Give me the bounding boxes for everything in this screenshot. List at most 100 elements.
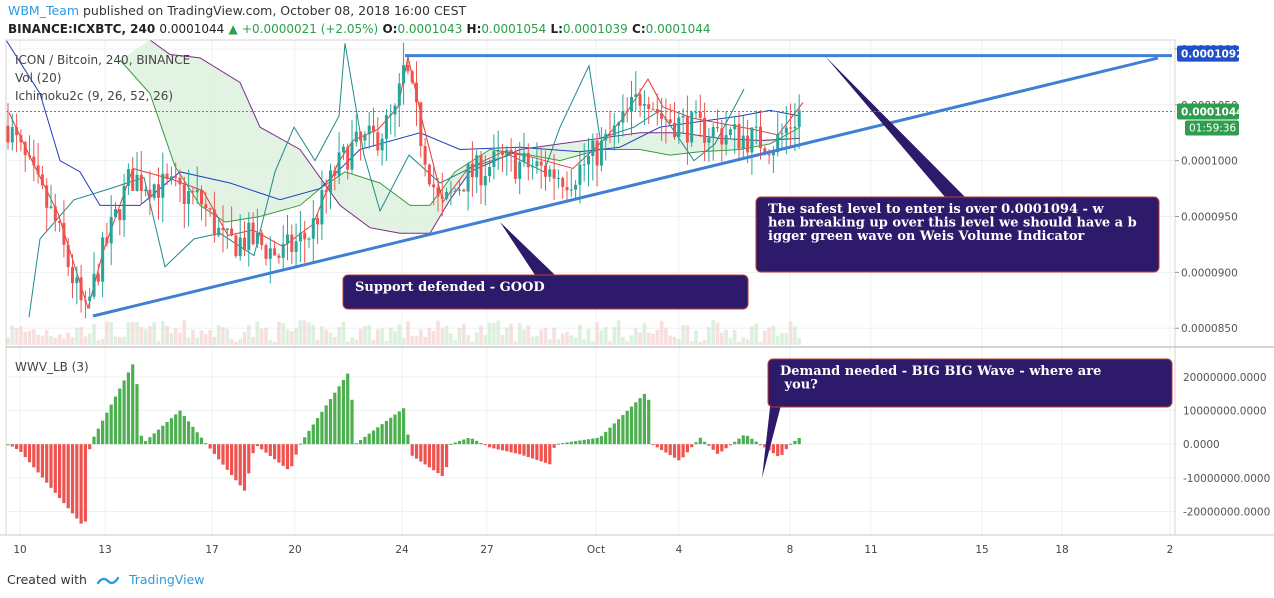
candle-body bbox=[178, 177, 182, 185]
created-with-label: Created with bbox=[7, 572, 87, 587]
wwv-bar bbox=[58, 444, 62, 499]
volume-bar bbox=[582, 339, 586, 345]
wwv-bar bbox=[595, 437, 599, 445]
wwv-bar bbox=[113, 396, 118, 445]
candle-body bbox=[591, 140, 595, 157]
volume-bar bbox=[290, 331, 294, 345]
candle-body bbox=[419, 102, 423, 146]
volume-bar bbox=[634, 328, 638, 345]
volume-bar bbox=[474, 332, 479, 345]
volume-bar bbox=[229, 339, 234, 345]
volume-bar bbox=[195, 337, 199, 345]
volume-bar bbox=[6, 337, 10, 345]
candle-body bbox=[578, 164, 582, 185]
up-arrow-icon: ▲ bbox=[228, 22, 238, 36]
candle-body bbox=[238, 237, 242, 257]
wwv-bar bbox=[681, 444, 685, 458]
resistance-price-badge-text: 0.0001092 bbox=[1181, 49, 1243, 61]
candle-body bbox=[182, 184, 186, 205]
wwv-bar bbox=[311, 424, 315, 445]
candle-body bbox=[277, 255, 281, 258]
wwv-bar bbox=[363, 436, 367, 445]
legend-wwv-label: WWV_LB (3) bbox=[15, 360, 89, 374]
volume-bar bbox=[642, 323, 647, 345]
wwv-bar bbox=[797, 437, 801, 445]
candle-body bbox=[79, 277, 83, 301]
wwv-bar bbox=[101, 420, 105, 445]
volume-bar bbox=[384, 340, 389, 345]
wwv-tick-label: 0.0000 bbox=[1183, 439, 1220, 451]
time-tick-label: 10 bbox=[13, 544, 26, 556]
candle-body bbox=[19, 135, 23, 143]
candle-body bbox=[126, 169, 130, 186]
wwv-bar bbox=[144, 440, 148, 445]
wwv-bar bbox=[427, 444, 431, 468]
footer: Created with TradingView bbox=[7, 572, 204, 587]
volume-bar bbox=[689, 341, 694, 345]
author-link[interactable]: WBM_Team bbox=[8, 3, 80, 18]
candle-body bbox=[544, 165, 547, 177]
wwv-bar bbox=[105, 412, 109, 445]
volume-bar bbox=[173, 328, 178, 345]
price-tick-label: 0.0001000 bbox=[1181, 156, 1238, 168]
wwv-bar bbox=[83, 444, 87, 522]
volume-bar bbox=[251, 336, 255, 345]
candle-body bbox=[655, 109, 659, 114]
candle-body bbox=[415, 82, 418, 103]
candle-body bbox=[96, 273, 100, 282]
wwv-bar bbox=[518, 444, 522, 455]
support-callout-text: Support defended - GOOD bbox=[355, 280, 545, 295]
candle-body bbox=[380, 138, 384, 151]
drawings[interactable] bbox=[6, 54, 1175, 478]
volume-bar bbox=[109, 322, 113, 345]
wwv-bar bbox=[569, 441, 573, 445]
candle-body bbox=[324, 190, 328, 193]
candle-body bbox=[311, 218, 315, 239]
volume-bar bbox=[320, 326, 324, 345]
wwv-bar bbox=[526, 444, 530, 458]
volume-bar bbox=[337, 326, 341, 345]
wwv-bar bbox=[698, 437, 702, 445]
wwv-bar bbox=[36, 444, 40, 473]
volume-bar bbox=[487, 322, 492, 345]
wwv-bar bbox=[268, 444, 272, 456]
volume-bar bbox=[556, 339, 561, 345]
wwv-bar bbox=[281, 444, 285, 466]
wwv-bar bbox=[780, 444, 784, 455]
axes bbox=[0, 39, 1274, 536]
wwv-bar bbox=[337, 386, 341, 445]
volume-bar bbox=[591, 341, 595, 345]
volume-bar bbox=[96, 340, 101, 345]
wwv-bar bbox=[264, 444, 268, 453]
candle-body bbox=[105, 237, 109, 244]
candle-body bbox=[109, 217, 113, 244]
resistance-price-badge bbox=[1177, 45, 1239, 62]
volume-bar bbox=[707, 327, 711, 345]
volume-bar bbox=[672, 336, 677, 345]
symbol-name: BINANCE:ICXBTC, 240 bbox=[8, 22, 156, 36]
wwv-bar bbox=[660, 444, 664, 450]
candle-body bbox=[118, 209, 122, 221]
candle-body bbox=[423, 145, 427, 165]
wwv-bar bbox=[578, 440, 582, 445]
volume-bar bbox=[14, 328, 19, 345]
wwv-bar bbox=[247, 444, 251, 474]
wwv-bar bbox=[634, 402, 638, 445]
wwv-bar bbox=[32, 444, 36, 468]
candle-body bbox=[608, 133, 612, 136]
demand-callout-text: Demand needed - BIG BIG Wave - where are… bbox=[780, 364, 1101, 393]
candle-body bbox=[359, 131, 363, 141]
volume-bar bbox=[797, 337, 801, 345]
wwv-bar bbox=[333, 392, 337, 445]
volume-bar bbox=[427, 328, 432, 345]
candle-body bbox=[440, 196, 444, 199]
wwv-bar bbox=[522, 444, 526, 456]
volume-bar bbox=[763, 330, 767, 345]
tradingview-link[interactable]: TradingView bbox=[128, 572, 205, 587]
publish-info: published on TradingView.com, October 08… bbox=[83, 3, 467, 18]
wwv-bar bbox=[694, 442, 698, 445]
candle-body bbox=[436, 187, 440, 197]
candle-body bbox=[685, 115, 689, 143]
candle-body bbox=[797, 110, 801, 127]
